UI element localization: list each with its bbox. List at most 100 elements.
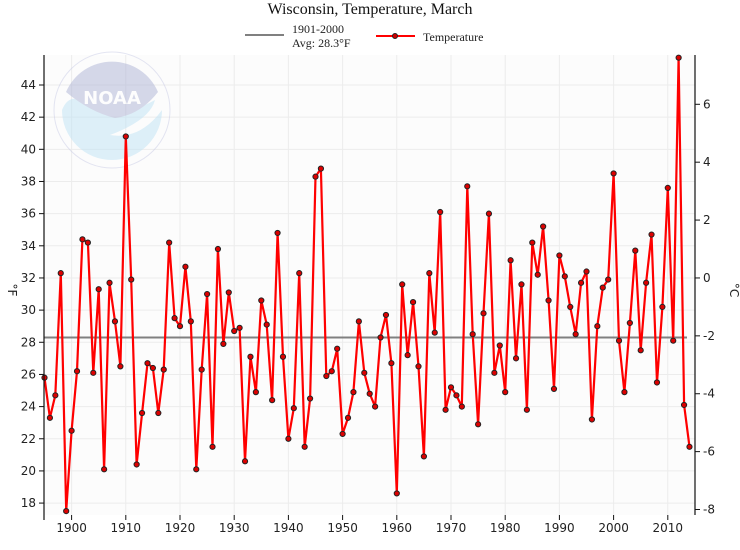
data-point xyxy=(507,257,514,264)
data-point xyxy=(632,247,639,254)
data-point xyxy=(415,363,422,370)
data-point xyxy=(545,297,552,304)
x-tick-label: 1920 xyxy=(165,521,196,535)
data-point xyxy=(512,355,520,362)
data-point xyxy=(437,208,444,216)
y-tick-label-left: 30 xyxy=(21,303,36,317)
data-point xyxy=(561,273,568,280)
data-point xyxy=(502,389,509,396)
data-point xyxy=(306,395,314,402)
data-point xyxy=(155,409,162,417)
data-point xyxy=(171,315,178,322)
logo-text: NOAA xyxy=(83,88,141,109)
data-point xyxy=(68,427,75,434)
data-point xyxy=(523,406,530,413)
chart-title: Wisconsin, Temperature, March xyxy=(268,1,473,18)
data-point xyxy=(409,298,417,306)
data-point xyxy=(231,327,238,335)
data-point xyxy=(182,263,189,270)
data-point xyxy=(567,303,574,311)
data-point xyxy=(447,384,455,391)
data-point xyxy=(643,279,650,286)
data-point xyxy=(274,229,281,237)
data-point xyxy=(317,165,325,172)
y-tick-label-right: 6 xyxy=(703,97,711,111)
data-point xyxy=(339,430,346,438)
data-point xyxy=(529,239,536,246)
legend-label-average-line2: Avg: 28.3°F xyxy=(292,36,351,50)
noaa-logo: NOAA xyxy=(53,51,171,169)
data-point xyxy=(296,270,303,277)
x-tick-label: 1990 xyxy=(544,521,575,535)
data-point xyxy=(263,321,270,328)
x-tick-label: 1980 xyxy=(490,521,521,535)
data-point xyxy=(220,340,227,347)
data-point xyxy=(198,366,205,373)
axes: 1900 1910 1920 1930 1940 1950 1960 1970 1980 1990… xyxy=(21,55,715,535)
data-point xyxy=(269,397,276,404)
data-point xyxy=(485,210,493,217)
data-point xyxy=(144,360,151,367)
y-axis-label-right: °C xyxy=(727,283,740,297)
plot-area xyxy=(44,55,695,515)
data-point xyxy=(675,54,682,61)
y-tick-label-left: 42 xyxy=(21,110,36,124)
data-point xyxy=(458,403,465,410)
data-point xyxy=(111,318,119,325)
data-point xyxy=(453,392,460,399)
y-tick-label-left: 34 xyxy=(21,239,36,253)
data-point xyxy=(209,443,216,450)
data-point xyxy=(556,252,563,259)
data-point xyxy=(469,331,476,338)
data-point xyxy=(279,353,287,360)
data-point xyxy=(388,360,395,367)
y-tick-label-right: -4 xyxy=(703,387,715,401)
data-point xyxy=(599,284,606,291)
data-point xyxy=(372,403,379,410)
data-point xyxy=(577,279,585,286)
data-point xyxy=(301,443,308,450)
data-point xyxy=(312,173,319,180)
data-point xyxy=(361,369,368,376)
data-point xyxy=(420,453,427,460)
data-point xyxy=(133,461,140,468)
data-point xyxy=(382,311,390,319)
data-point xyxy=(344,414,352,421)
data-point xyxy=(46,414,54,421)
y-tick-label-left: 28 xyxy=(21,335,36,349)
data-point xyxy=(117,363,124,370)
x-tick-label: 1950 xyxy=(327,521,358,535)
data-point xyxy=(247,353,254,360)
x-tick-label: 1960 xyxy=(382,521,413,535)
data-point xyxy=(84,239,91,246)
data-point xyxy=(204,290,211,298)
data-point xyxy=(550,385,558,393)
data-point xyxy=(176,323,184,330)
grid xyxy=(44,55,695,515)
data-point xyxy=(79,236,86,243)
data-point xyxy=(621,389,628,396)
y-tick-label-left: 36 xyxy=(21,207,36,221)
data-point xyxy=(686,443,693,450)
data-point xyxy=(431,329,438,336)
data-point xyxy=(258,297,265,304)
data-point xyxy=(193,466,200,473)
data-point xyxy=(680,401,688,409)
x-tick-label: 1940 xyxy=(273,521,304,535)
data-point xyxy=(149,364,156,372)
data-point xyxy=(57,270,64,277)
x-tick-label: 2010 xyxy=(653,521,684,535)
x-tick-label: 1930 xyxy=(219,521,250,535)
y-tick-label-right: 0 xyxy=(703,271,711,285)
x-tick-label: 1900 xyxy=(56,521,87,535)
data-point xyxy=(534,271,541,278)
data-point xyxy=(393,490,400,497)
data-point xyxy=(355,318,362,325)
y-tick-label-right: -6 xyxy=(703,445,715,459)
data-point xyxy=(480,310,487,317)
data-point xyxy=(404,352,411,359)
y-tick-label-left: 24 xyxy=(21,400,36,414)
data-point xyxy=(106,279,113,286)
data-point xyxy=(187,318,194,325)
data-point xyxy=(241,458,249,465)
